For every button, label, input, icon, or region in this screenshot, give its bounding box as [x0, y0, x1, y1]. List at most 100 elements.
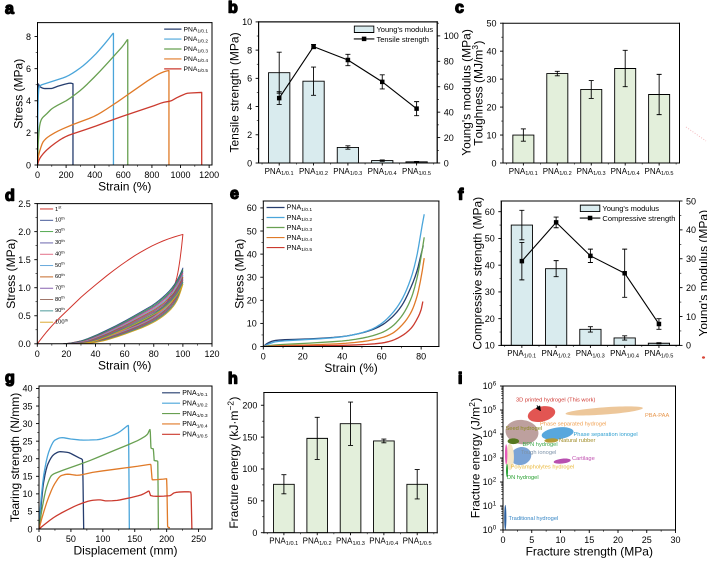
svg-text:60: 60 [444, 82, 454, 92]
svg-text:P N A: P N A 1 / 0 . 3 [577, 161, 607, 179]
svg-text:20: 20 [22, 454, 32, 464]
svg-text:80: 80 [444, 57, 454, 67]
svg-text:10: 10 [555, 535, 565, 545]
svg-text:2 0 t h: 2 0 t h [55, 218, 67, 237]
svg-text:1.5: 1.5 [18, 255, 31, 265]
svg-text:10: 10 [22, 489, 32, 499]
svg-text:1 0 4: 1 0 4 [483, 424, 497, 441]
svg-text:Fracture strength (MPa): Fracture strength (MPa) [526, 545, 653, 559]
svg-text:P N A 1: P N A 1 / 0 . 3 [182, 403, 209, 421]
svg-text:40: 40 [91, 349, 101, 359]
svg-text:Polyampholytes hydrogel: Polyampholytes hydrogel [511, 464, 575, 470]
svg-text:Tough ionogel: Tough ionogel [521, 450, 556, 456]
svg-text:P N A 1: P N A 1 / 0 . 1 [182, 382, 209, 400]
svg-text:30: 30 [686, 254, 696, 264]
svg-text:P N A: P N A 1 / 0 . 3 [576, 343, 606, 361]
svg-text:6: 6 [26, 64, 31, 74]
svg-text:50: 50 [247, 496, 257, 506]
svg-text:P N A 1: P N A 1 / 0 . 5 [182, 424, 209, 442]
svg-text:Young's modulus (MPa): Young's modulus (MPa) [697, 210, 707, 337]
svg-text:30: 30 [670, 535, 680, 545]
svg-text:Seed hydrogel: Seed hydrogel [506, 426, 543, 432]
svg-text:100: 100 [175, 349, 190, 359]
svg-text:1000: 1000 [171, 170, 191, 180]
svg-text:9 0 t h: 9 0 t h [55, 297, 67, 316]
svg-text:0: 0 [26, 160, 31, 170]
svg-text:25: 25 [22, 436, 32, 446]
svg-text:PBA-PAA: PBA-PAA [645, 413, 669, 419]
svg-text:25: 25 [642, 535, 652, 545]
svg-text:0: 0 [500, 535, 505, 545]
svg-text:3D printed hydrogel (This work: 3D printed hydrogel (This work) [516, 397, 595, 403]
svg-text:30: 30 [486, 74, 496, 84]
svg-text:8 0 t h: 8 0 t h [55, 286, 67, 305]
svg-text:P N A: P N A 1 / 0 . 2 [543, 161, 573, 179]
svg-text:P N A 1: P N A 1 / 0 . 4 [182, 413, 209, 431]
svg-text:Young's modulus: Young's modulus [376, 25, 433, 34]
svg-text:P N A: P N A 1 / 0 . 3 [336, 530, 366, 548]
svg-text:P N A: P N A 1 / 0 . 3 [333, 161, 363, 179]
svg-text:P N A: P N A 1 / 0 . 4 [368, 161, 398, 179]
svg-text:0: 0 [27, 524, 32, 534]
svg-text:P N A: P N A 1 / 0 . 4 [610, 343, 640, 361]
svg-text:1 s t: 1 s t [55, 196, 65, 215]
svg-text:P N A 1: P N A 1 / 0 . 4 [287, 227, 314, 245]
svg-text:8: 8 [247, 45, 252, 55]
svg-text:10: 10 [247, 319, 257, 329]
svg-text:10: 10 [242, 17, 252, 27]
svg-text:P N A: P N A 1 / 0 . 5 [402, 161, 432, 179]
svg-text:80: 80 [416, 352, 426, 362]
svg-text:4: 4 [247, 102, 252, 112]
svg-text:200: 200 [59, 170, 74, 180]
svg-text:150: 150 [242, 432, 257, 442]
svg-text:0: 0 [36, 534, 41, 544]
svg-text:P N A 1: P N A 1 / 0 . 2 [184, 28, 210, 46]
svg-text:30: 30 [22, 419, 32, 429]
svg-text:P N A 1: P N A 1 / 0 . 4 [184, 48, 210, 66]
svg-text:80: 80 [149, 349, 159, 359]
svg-text:0: 0 [252, 528, 257, 538]
svg-text:2.0: 2.0 [18, 227, 31, 237]
svg-text:P N A: P N A 1 / 0 . 5 [403, 530, 433, 548]
svg-text:P N A 1: P N A 1 / 0 . 2 [182, 392, 209, 410]
svg-text:P N A: P N A 1 / 0 . 1 [509, 161, 539, 179]
svg-text:100: 100 [95, 534, 110, 544]
svg-text:2.5: 2.5 [18, 199, 31, 209]
svg-text:Stress (MPa): Stress (MPa) [4, 239, 18, 309]
svg-text:40: 40 [247, 249, 257, 259]
svg-text:50: 50 [66, 534, 76, 544]
svg-text:P N A: P N A 1 / 0 . 2 [299, 161, 329, 179]
svg-text:10: 10 [486, 130, 496, 140]
svg-text:P N A: P N A 1 / 0 . 1 [269, 530, 299, 548]
svg-text:1 0 t h: 1 0 t h [55, 206, 67, 225]
svg-text:Stress (MPa): Stress (MPa) [232, 239, 246, 309]
svg-text:20: 20 [298, 352, 308, 362]
svg-text:Natural rubber: Natural rubber [559, 438, 595, 444]
svg-text:5: 5 [529, 535, 534, 545]
svg-text:6: 6 [247, 74, 252, 84]
svg-text:F r a c: F r a c t u r e e n e r g y ( k J · m ) … [221, 392, 242, 528]
svg-text:4: 4 [26, 96, 31, 106]
svg-text:Young's modulus (MPa): Young's modulus (MPa) [459, 29, 473, 156]
svg-text:200: 200 [159, 534, 174, 544]
svg-text:20: 20 [486, 102, 496, 112]
svg-text:20: 20 [61, 349, 71, 359]
svg-text:15: 15 [22, 472, 32, 482]
svg-text:120: 120 [204, 349, 219, 359]
svg-text:Phase separated hydrogel: Phase separated hydrogel [540, 421, 606, 427]
svg-text:P N A: P N A 1 / 0 . 4 [611, 161, 641, 179]
svg-text:Strain (%): Strain (%) [324, 361, 377, 375]
svg-text:0.5: 0.5 [18, 311, 31, 321]
svg-text:0: 0 [35, 349, 40, 359]
svg-text:P N A 1: P N A 1 / 0 . 3 [287, 217, 314, 235]
svg-text:5 0 t h: 5 0 t h [55, 252, 67, 271]
svg-text:Cartilage: Cartilage [572, 456, 595, 462]
svg-text:Displacement (mm): Displacement (mm) [73, 544, 177, 558]
svg-text:2: 2 [247, 130, 252, 140]
svg-text:15: 15 [584, 535, 594, 545]
svg-text:50: 50 [247, 226, 257, 236]
svg-text:7 0 t h: 7 0 t h [55, 274, 67, 293]
svg-text:0: 0 [35, 170, 40, 180]
svg-text:20: 20 [485, 314, 495, 324]
svg-text:50: 50 [485, 234, 495, 244]
